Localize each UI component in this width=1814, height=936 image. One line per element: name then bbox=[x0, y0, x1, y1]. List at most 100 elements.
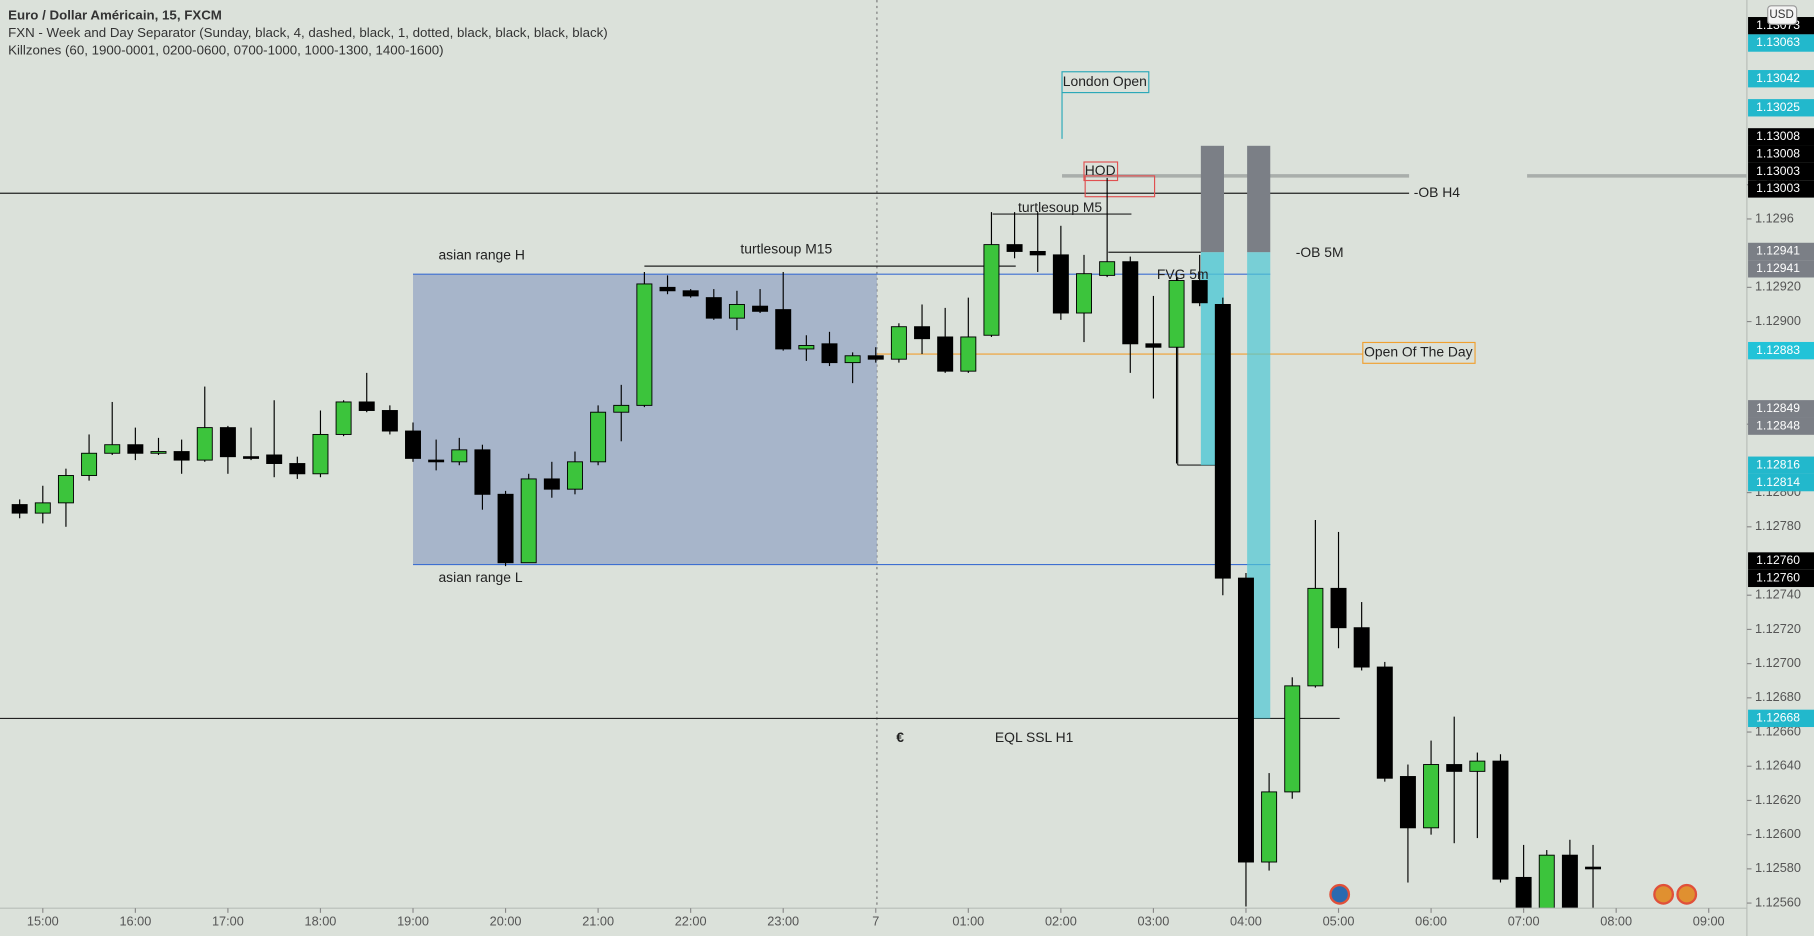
y-tick-label: 1.12740 bbox=[1755, 587, 1801, 602]
y-tick-label: 1.12680 bbox=[1755, 689, 1801, 704]
candle-body bbox=[127, 444, 144, 454]
price-tag bbox=[1748, 400, 1814, 418]
price-tag-label: 1.13003 bbox=[1756, 181, 1800, 195]
open-box bbox=[1362, 341, 1476, 364]
candle-body bbox=[1307, 587, 1324, 687]
price-tag-label: 1.12848 bbox=[1756, 418, 1800, 432]
annotation: asian range H bbox=[438, 246, 524, 262]
candle-body bbox=[428, 459, 445, 463]
x-tick-label: 20:00 bbox=[490, 913, 522, 928]
x-tick-label: 23:00 bbox=[767, 913, 799, 928]
price-tag-label: 1.13008 bbox=[1756, 146, 1800, 160]
price-tag bbox=[1748, 456, 1814, 474]
price-tag-label: 1.12849 bbox=[1756, 401, 1800, 415]
price-tag-label: 1.12816 bbox=[1756, 457, 1800, 471]
candle-body bbox=[335, 401, 352, 435]
price-tag-label: 1.12668 bbox=[1756, 711, 1800, 725]
currency[interactable]: USD bbox=[1769, 9, 1793, 21]
candles bbox=[11, 177, 1602, 909]
price-tag-label: 1.13003 bbox=[1756, 164, 1800, 178]
price-tag bbox=[1748, 17, 1814, 35]
candle-body bbox=[705, 297, 722, 319]
candle-body bbox=[474, 449, 491, 495]
candle-body bbox=[636, 283, 653, 406]
candle-body bbox=[34, 502, 51, 514]
candle-body bbox=[81, 452, 98, 476]
x-tick-label: 7 bbox=[872, 913, 879, 928]
price-tag-label: 1.12760 bbox=[1756, 553, 1800, 567]
event-icon[interactable] bbox=[1676, 883, 1698, 905]
price-tag-label: 1.12941 bbox=[1756, 244, 1800, 258]
candle-body bbox=[150, 451, 167, 454]
candle-body bbox=[914, 326, 931, 340]
y-tick-label: 1.12920 bbox=[1755, 279, 1801, 294]
candle-body bbox=[219, 427, 236, 458]
x-tick-label: 16:00 bbox=[119, 913, 151, 928]
annotation: HOD bbox=[1085, 162, 1116, 178]
x-tick-label: 04:00 bbox=[1230, 913, 1262, 928]
zone bbox=[1247, 145, 1271, 253]
candle-body bbox=[289, 463, 306, 475]
candle-body bbox=[1214, 304, 1231, 579]
candle-body bbox=[1446, 764, 1463, 772]
annotation: -OB 5M bbox=[1296, 244, 1344, 260]
candle-body bbox=[1076, 273, 1092, 314]
event-icon[interactable] bbox=[1653, 883, 1675, 905]
y-tick-label: 1.12720 bbox=[1755, 621, 1801, 636]
candle-body bbox=[983, 244, 1000, 336]
price-tag-label: 1.13025 bbox=[1756, 100, 1800, 114]
hod-box bbox=[1083, 161, 1119, 182]
y-tick-label: 1.12620 bbox=[1755, 792, 1801, 807]
price-tag-label: 1.13042 bbox=[1756, 71, 1800, 85]
candle-body bbox=[590, 411, 607, 463]
y-tick-label: 1.12560 bbox=[1755, 894, 1801, 909]
price-tag bbox=[1748, 260, 1814, 278]
drawings bbox=[0, 0, 1747, 909]
candle-body bbox=[1515, 876, 1532, 909]
annotation: asian range L bbox=[438, 569, 522, 585]
x-tick-label: 01:00 bbox=[952, 913, 984, 928]
x-tick-label: 18:00 bbox=[305, 913, 337, 928]
y-tick-label: 1.12600 bbox=[1755, 826, 1801, 841]
price-tag bbox=[1748, 34, 1814, 52]
candle-body bbox=[57, 475, 74, 504]
candle-body bbox=[1191, 280, 1208, 304]
zone bbox=[1200, 145, 1224, 253]
price-tag-label: 1.12760 bbox=[1756, 571, 1800, 585]
candle-body bbox=[1122, 261, 1139, 345]
candle-body bbox=[1538, 854, 1555, 909]
candle-body bbox=[1492, 760, 1509, 880]
candle-body bbox=[1052, 254, 1069, 314]
candle-body bbox=[1284, 685, 1301, 793]
x-tick-label: 09:00 bbox=[1693, 913, 1725, 928]
london-box bbox=[1061, 71, 1150, 94]
annotations: Euro / Dollar Américain, 15, FXCM FXN - … bbox=[8, 8, 1698, 905]
candle-body bbox=[937, 336, 954, 372]
annotation: turtlesoup M15 bbox=[740, 241, 832, 257]
candle-body bbox=[104, 444, 121, 454]
annotation: € bbox=[896, 729, 904, 745]
candle-body bbox=[566, 461, 583, 490]
price-tag bbox=[1748, 145, 1814, 163]
x-tick-label: 19:00 bbox=[397, 913, 429, 928]
x-tick-label: 05:00 bbox=[1323, 913, 1355, 928]
annotation: -OB H4 bbox=[1414, 184, 1461, 200]
annotation: Open Of The Day bbox=[1364, 344, 1473, 360]
x-tick-label: 03:00 bbox=[1138, 913, 1170, 928]
currency-box[interactable] bbox=[1767, 5, 1798, 25]
candle-body bbox=[798, 345, 815, 350]
candle-body bbox=[1145, 343, 1162, 348]
event-icon[interactable] bbox=[1329, 883, 1351, 905]
x-tick-label: 15:00 bbox=[27, 913, 59, 928]
annotation: turtlesoup M5 bbox=[1018, 199, 1102, 215]
x-tick-label: 02:00 bbox=[1045, 913, 1077, 928]
price-tag bbox=[1748, 128, 1814, 146]
candle-body bbox=[1168, 280, 1185, 348]
candle-body bbox=[728, 304, 745, 319]
candle-body bbox=[1423, 764, 1440, 829]
y-tick-label: 1.12900 bbox=[1755, 313, 1801, 328]
price-tag bbox=[1748, 70, 1814, 88]
y-tick-label: 1.12580 bbox=[1755, 860, 1801, 875]
candle-body bbox=[543, 478, 560, 490]
candle-body bbox=[11, 504, 28, 514]
